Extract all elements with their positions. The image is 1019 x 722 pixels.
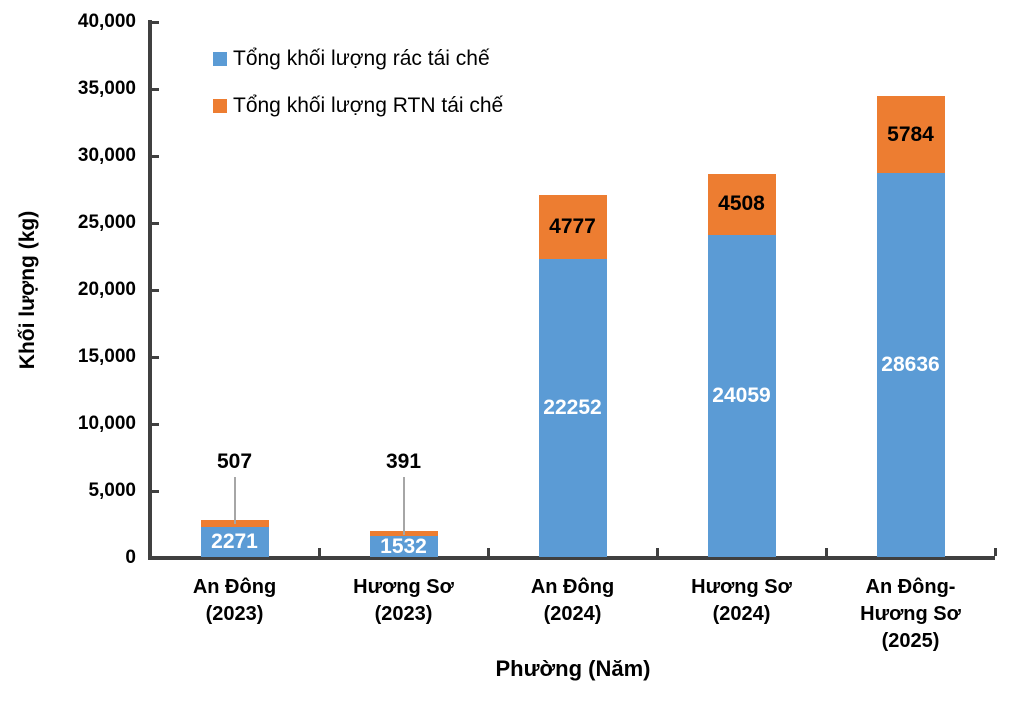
y-tick-mark [151,154,159,158]
y-tick-mark [151,288,159,292]
x-tick-mark [317,548,321,556]
y-tick-mark [151,489,159,493]
legend-entry: Tổng khối lượng rác tái chế [213,46,490,72]
data-label: 2271 [211,529,258,553]
x-axis-line [148,556,995,560]
bar-segment-rtn [538,194,607,259]
category-label: Hương Sơ (2024) [691,576,792,625]
y-tick-label: 40,000 [77,11,136,32]
legend-label: Tổng khối lượng rác tái chế [233,47,490,70]
data-label-callout: 507 [216,450,253,473]
x-tick-mark [486,548,490,556]
leader-line [233,477,236,524]
y-tick-label: 15,000 [77,346,136,367]
data-label: 24059 [712,383,771,407]
y-tick-mark [151,422,159,426]
bar-segment-recycled-total [707,234,776,557]
category-label: Hương Sơ (2023) [353,576,454,625]
legend-entry: Tổng khối lượng RTN tái chế [213,93,503,119]
data-label: 5784 [887,122,934,146]
y-axis-line [148,20,152,560]
x-tick-mark [655,548,659,556]
data-label: 1532 [380,534,427,558]
y-tick-label: 0 [125,547,136,568]
y-tick-label: 5,000 [88,480,136,501]
category-label: An Đông- Hương Sơ (2025) [860,576,961,652]
y-tick-label: 20,000 [77,279,136,300]
x-tick-mark [824,548,828,556]
y-tick-mark [151,221,159,225]
bar-segment-rtn [876,95,945,174]
y-tick-label: 25,000 [77,212,136,233]
x-axis-title: Phường (Năm) [495,656,651,681]
data-label: 22252 [543,395,602,419]
y-tick-mark [151,20,159,24]
y-tick-label: 30,000 [77,145,136,166]
y-tick-label: 10,000 [77,413,136,434]
category-label: An Đông (2023) [192,576,277,625]
y-tick-mark [151,355,159,359]
bar-segment-recycled-total [876,173,945,557]
data-label: 4508 [718,192,765,216]
x-tick-mark [993,548,997,556]
bar-segment-recycled-total [538,258,607,557]
legend-label: Tổng khối lượng RTN tái chế [233,94,504,117]
legend-swatch [213,99,227,113]
data-label: 4777 [549,214,596,238]
data-label: 28636 [881,353,940,377]
data-label-callout: 391 [385,450,422,473]
bar-segment-recycled-total [200,526,269,557]
y-tick-label: 35,000 [77,78,136,99]
bar-segment-rtn [707,174,776,235]
legend-swatch [213,52,227,66]
category-label: An Đông (2024) [530,576,615,625]
y-tick-mark [151,87,159,91]
leader-line [402,477,405,536]
bar-segment-recycled-total [369,536,438,557]
